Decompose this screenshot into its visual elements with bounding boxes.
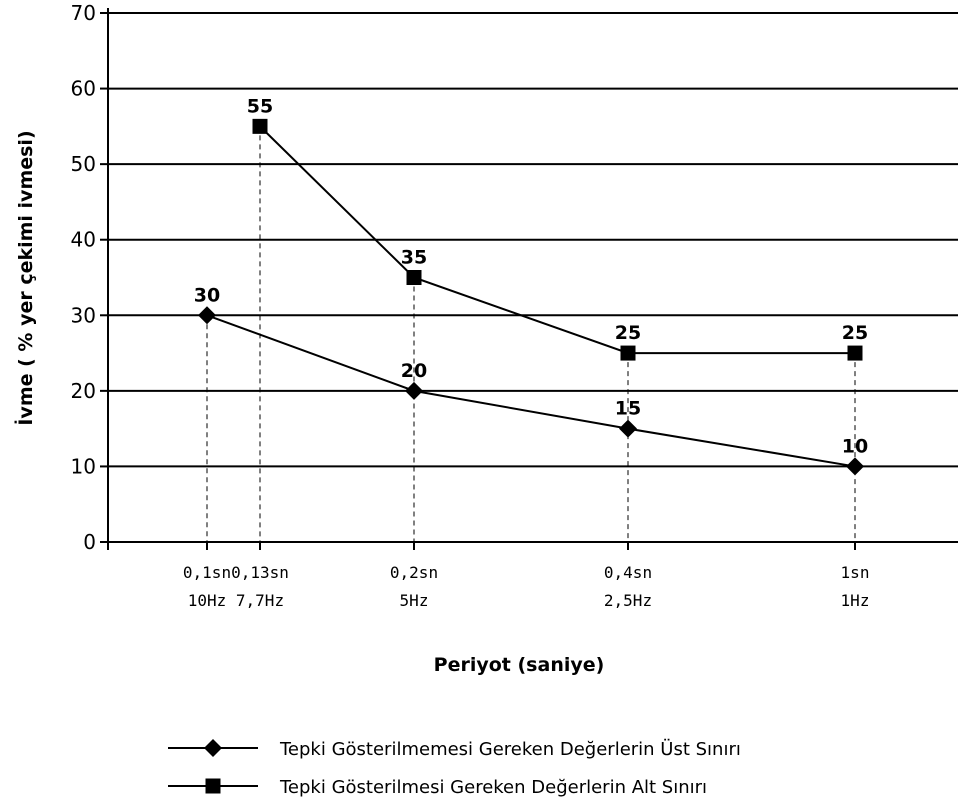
legend-marker-1 [205, 778, 221, 794]
y-tick-label-30: 30 [71, 303, 96, 327]
x-tick-freq-3: 2,5Hz [604, 591, 652, 610]
series-1-marker-3 [847, 345, 863, 361]
axes [100, 8, 958, 550]
x-tick-freq-4: 1Hz [841, 591, 870, 610]
vertical-guide-lines [206, 126, 856, 542]
series-0-data-label-2: 15 [615, 398, 641, 420]
series-line-1 [259, 125, 855, 355]
series-1-marker-1 [406, 270, 422, 285]
series-0-marker-3 [846, 457, 864, 476]
series-0-marker-2 [619, 419, 637, 438]
series-1-marker-0 [252, 118, 268, 134]
series-0-marker-0 [198, 306, 216, 325]
legend-marker-0 [204, 739, 222, 757]
series-line-0 [206, 314, 856, 468]
x-tick-freq-1: 7,7Hz [236, 591, 284, 610]
y-tick-label-20: 20 [71, 379, 96, 403]
y-tick-label-50: 50 [71, 152, 96, 176]
x-tick-period-2: 0,2sn [390, 563, 438, 582]
x-tick-freq-2: 5Hz [400, 591, 429, 610]
series-1-data-label-1: 35 [401, 247, 427, 269]
x-tick-period-0: 0,1sn [183, 563, 231, 582]
y-tick-label-10: 10 [71, 454, 96, 478]
grid-lines [108, 12, 958, 468]
series-markers [198, 118, 864, 476]
x-tick-period-3: 0,4sn [604, 563, 652, 582]
series-lines [206, 125, 856, 468]
y-tick-label-0: 0 [83, 530, 96, 554]
series-0-data-label-1: 20 [401, 360, 427, 382]
y-tick-label-40: 40 [71, 228, 96, 252]
series-1-data-label-2: 25 [615, 322, 641, 344]
x-tick-period-1: 0,13sn [231, 563, 289, 582]
y-axis-title: İvme ( % yer çekimi ivmesi) [13, 130, 37, 425]
x-axis-title: Periyot (saniye) [434, 654, 605, 676]
y-tick-label-60: 60 [71, 77, 96, 101]
series-1-data-label-3: 25 [842, 322, 868, 344]
legend: Tepki Gösterilmemesi Gereken Değerlerin … [168, 738, 741, 798]
legend-label-1: Tepki Gösterilmesi Gereken Değerlerin Al… [279, 777, 707, 798]
legend-label-0: Tepki Gösterilmemesi Gereken Değerlerin … [279, 738, 741, 760]
data-labels: 30 20 15 10 55 35 25 25 [194, 95, 868, 457]
y-tick-label-70: 70 [71, 1, 96, 25]
series-1-marker-2 [620, 345, 636, 361]
series-0-data-label-0: 30 [194, 284, 220, 306]
x-tick-period-4: 1sn [841, 563, 870, 582]
series-0-marker-1 [405, 381, 423, 400]
x-tick-freq-0: 10Hz [188, 591, 227, 610]
series-0-data-label-3: 10 [842, 435, 868, 457]
y-tick-labels: 0 10 20 30 40 50 60 70 [71, 1, 96, 554]
series-1-data-label-0: 55 [247, 95, 273, 117]
